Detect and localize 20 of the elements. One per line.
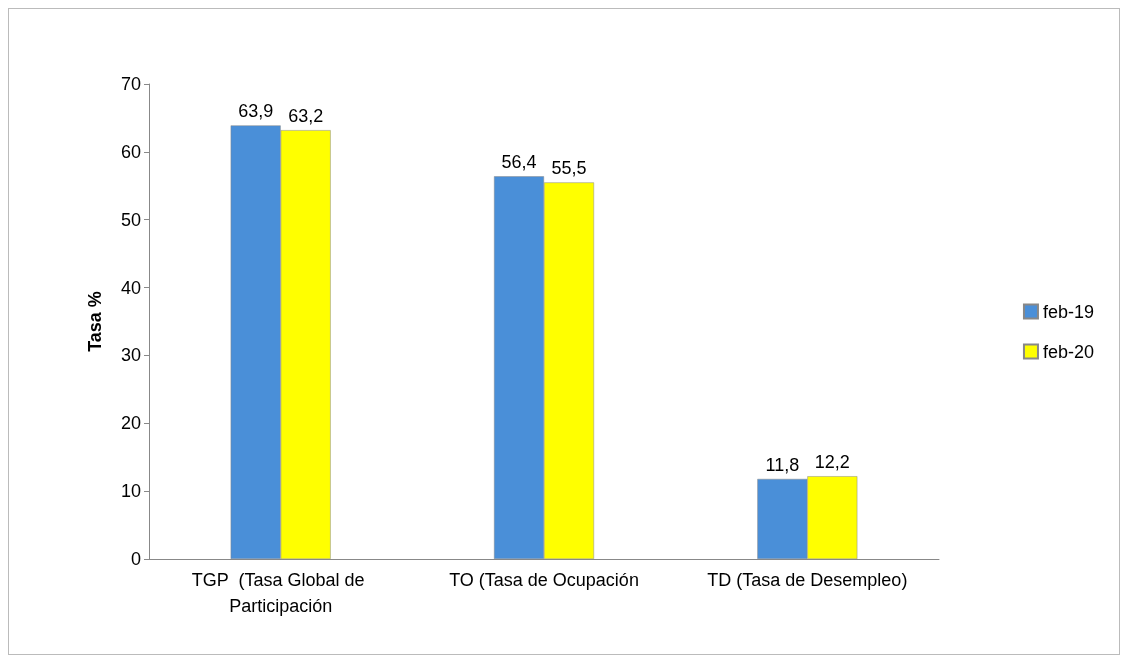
x-tick-label: TGP (Tasa Global de Participación — [191, 570, 370, 616]
x-tick-label: TO (Tasa de Ocupación — [449, 570, 639, 590]
data-label: 63,9 — [238, 101, 274, 122]
y-axis-title: Tasa % — [85, 291, 105, 352]
y-tick-label: 50 — [120, 209, 141, 230]
y-tick-label: 70 — [120, 74, 141, 94]
data-label: 55,5 — [551, 158, 587, 179]
data-label: 63,2 — [288, 106, 324, 127]
x-tick-label: TD (Tasa de Desempleo) — [707, 570, 908, 590]
y-tick-label: 20 — [120, 413, 141, 434]
y-tick-label: 10 — [120, 481, 141, 502]
data-label: 11,8 — [765, 454, 800, 475]
legend-label: feb-19 — [1042, 301, 1095, 322]
data-label: 12,2 — [814, 452, 850, 473]
legend-label: feb-20 — [1042, 341, 1095, 362]
y-tick-label: 0 — [130, 549, 141, 569]
y-tick-label: 30 — [120, 345, 141, 366]
data-label: 56,4 — [501, 152, 537, 173]
y-tick-label: 60 — [120, 141, 141, 162]
y-tick-label: 40 — [120, 277, 141, 298]
